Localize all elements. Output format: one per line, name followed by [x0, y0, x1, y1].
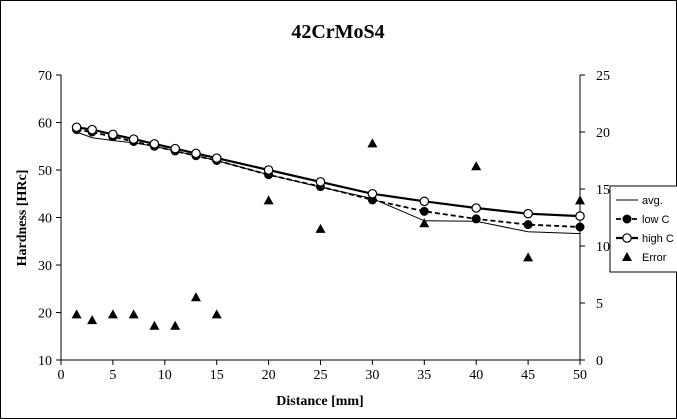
data-point: [211, 309, 222, 319]
chart-title: 42CrMoS4: [291, 21, 384, 43]
legend-label: Error: [642, 252, 667, 264]
data-point: [211, 153, 222, 163]
data-point: [367, 188, 378, 199]
x-tick-label: 30: [365, 368, 379, 383]
data-point: [170, 320, 181, 330]
x-tick-label: 45: [521, 368, 535, 383]
data-point: [575, 211, 585, 221]
x-tick-label: 40: [469, 368, 483, 383]
data-point: [419, 196, 430, 207]
data-point: [419, 218, 430, 228]
y-axis-title: Hardness [HRc]: [15, 170, 30, 267]
y-tick-label: 50: [38, 164, 52, 179]
y2-tick-label: 20: [596, 126, 610, 141]
data-point: [523, 220, 533, 230]
legend-marker: [622, 214, 632, 224]
data-point: [523, 252, 534, 262]
x-tick-label: 50: [573, 368, 587, 383]
data-point: [263, 165, 274, 175]
data-point: [71, 309, 82, 319]
data-point: [107, 309, 118, 319]
x-tick-label: 35: [417, 368, 431, 383]
y2-tick-label: 5: [596, 297, 603, 312]
data-point: [128, 309, 139, 319]
data-point: [471, 214, 481, 224]
x-axis-title: Distance [mm]: [276, 394, 363, 409]
data-point: [149, 320, 160, 330]
y-tick-label: 20: [38, 307, 52, 322]
y-tick-label: 60: [38, 117, 52, 132]
x-tick-label: 25: [314, 368, 328, 383]
legend-label: low C: [642, 214, 670, 226]
data-point: [575, 222, 585, 232]
data-point: [471, 161, 482, 171]
y-tick-label: 70: [38, 69, 52, 84]
x-tick-label: 10: [158, 368, 172, 383]
x-tick-label: 15: [210, 368, 224, 383]
series-error: [71, 138, 585, 330]
series-line: [76, 128, 581, 228]
data-point: [108, 129, 118, 140]
x-tick-label: 0: [58, 368, 65, 383]
data-point: [149, 139, 160, 149]
data-point: [367, 138, 378, 148]
legend-marker: [622, 233, 632, 243]
data-point: [170, 143, 180, 154]
legend-label: avg.: [642, 195, 663, 207]
series-high-c: [71, 122, 585, 221]
y-tick-label: 10: [38, 354, 52, 369]
y2-tick-label: 15: [596, 183, 610, 198]
x-tick-label: 20: [262, 368, 276, 383]
data-point: [190, 292, 201, 302]
data-point: [191, 148, 201, 159]
data-point: [87, 315, 98, 325]
data-point: [471, 203, 481, 213]
legend: avg. low C high C Error: [609, 185, 677, 273]
data-point: [315, 177, 326, 187]
series-layer: [71, 122, 585, 330]
x-tick-label: 5: [109, 368, 116, 383]
data-point: [128, 134, 139, 144]
data-point: [523, 208, 533, 219]
data-point: [575, 195, 585, 205]
y-tick-label: 30: [38, 259, 52, 274]
data-point: [263, 195, 274, 205]
legend-marker: [622, 252, 632, 261]
data-point: [419, 206, 429, 216]
data-point: [71, 122, 82, 133]
y2-tick-label: 0: [596, 354, 603, 369]
data-point: [315, 223, 326, 233]
y2-tick-label: 10: [596, 240, 610, 255]
data-point: [87, 124, 97, 135]
y2-tick-label: 25: [596, 69, 610, 84]
y-tick-label: 40: [38, 212, 52, 227]
axis-ticks: 0 5 10 15 20 25 30 35 40 45 50 10 20 30 40 50 60 70 0 5 10 15…: [38, 69, 610, 383]
legend-label: high C: [642, 233, 674, 245]
